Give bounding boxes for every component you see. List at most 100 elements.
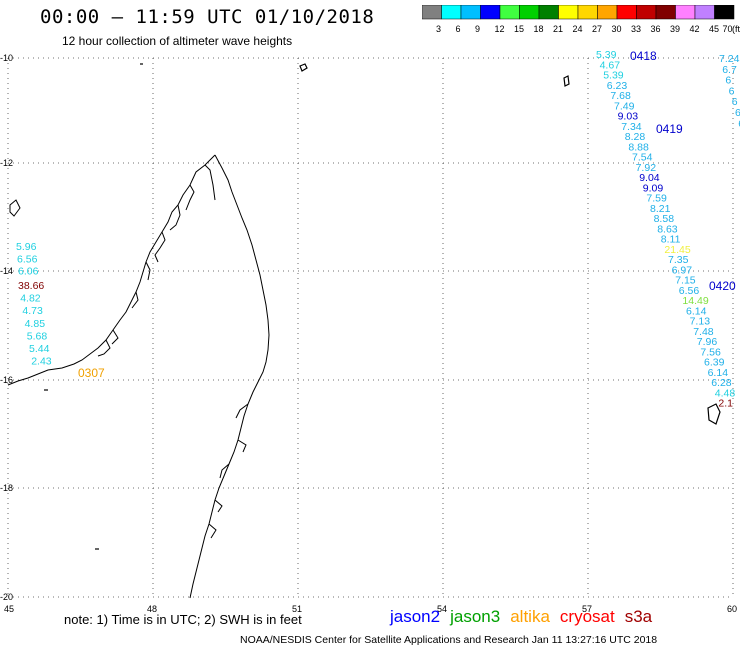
colorbar-unit: (ft) (732, 24, 740, 34)
lat-lon-grid: 45 48 51 54 57 60 -10 -12 -14 -16 -18 -20 (0, 53, 737, 614)
colorbar-swatch (499, 5, 520, 20)
lat-label: -14 (0, 266, 13, 276)
swh-value: 5.39 (596, 49, 617, 61)
swh-value: 8.88 (628, 141, 649, 153)
colorbar-swatch (441, 5, 462, 20)
lat-label: -10 (0, 53, 13, 63)
swh-value: 7.56 (700, 346, 721, 358)
colorbar-tick-label: 45 (709, 24, 719, 34)
colorbar-swatch (655, 5, 676, 20)
swh-value: 9.04 (639, 172, 660, 184)
swh-value: 9.03 (618, 111, 639, 123)
swh-value: 6 (729, 85, 735, 97)
swh-value: 4.48 (715, 387, 736, 399)
colorbar-tick-label: 70 (723, 24, 733, 34)
madagascar-coastline (7, 63, 721, 599)
swh-value: 6.97 (672, 264, 693, 276)
swh-value: 6.56 (17, 253, 38, 265)
legend-jason2: jason2 (390, 607, 441, 626)
madagascar-east-coast (189, 154, 270, 599)
pass-time-label: 0420 (709, 279, 736, 293)
swh-value: 7.54 (632, 152, 653, 164)
swh-value: 6. (738, 118, 740, 130)
lon-label: 54 (437, 604, 447, 614)
swh-value: 4.73 (22, 305, 43, 317)
island-east-1 (563, 75, 570, 87)
colorbar-tick-label: 12 (495, 24, 505, 34)
colorbar-swatch (675, 5, 696, 20)
colorbar-tick-label: 6 (456, 24, 461, 34)
swh-value: 5.96 (16, 241, 37, 253)
legend-s3a: s3a (624, 607, 653, 626)
lon-label: 45 (4, 604, 14, 614)
swh-value: 9.09 (643, 182, 664, 194)
swh-value: 7.96 (697, 336, 718, 348)
lat-label: -12 (0, 158, 13, 168)
swh-value: 5.68 (27, 330, 48, 342)
madagascar-west-coast (7, 154, 216, 386)
colorbar-swatch (577, 5, 598, 20)
swh-value: 14.49 (682, 295, 708, 307)
colorbar-swatch (558, 5, 579, 20)
madagascar-south-detail (208, 403, 249, 539)
swh-value: 6.7 (735, 107, 740, 119)
swh-value: 6.56 (679, 285, 700, 297)
colorbar-swatch (636, 5, 657, 20)
madagascar-nw-detail (97, 164, 216, 357)
lon-label: 51 (292, 604, 302, 614)
swh-value: 8.11 (661, 234, 681, 246)
island-west (9, 199, 21, 217)
colorbar-swatch (714, 5, 735, 20)
colorbar-tick-label: 15 (514, 24, 524, 34)
swh-value: 38.66 (18, 280, 44, 292)
legend-jason3: jason3 (450, 607, 501, 626)
swh-value: 8.21 (650, 203, 671, 215)
swh-value: 7.13 (690, 316, 711, 328)
swh-value: 6.28 (711, 377, 732, 389)
swh-value: 2.1 (718, 398, 733, 410)
pass-time-label: 0307 (78, 366, 105, 380)
swh-value: 5.44 (29, 343, 50, 355)
swh-value: 6.14 (708, 367, 729, 379)
island-north (299, 63, 308, 72)
lat-label: -16 (0, 375, 13, 385)
swh-value: 8.28 (625, 131, 646, 143)
swh-value: 21.45 (664, 244, 690, 256)
lon-label: 60 (727, 604, 737, 614)
swh-value: 7.48 (693, 326, 714, 338)
credit-line: NOAA/NESDIS Center for Satellite Applica… (240, 634, 658, 646)
lon-label: 57 (582, 604, 592, 614)
colorbar-tick-label: 21 (553, 24, 563, 34)
colorbar-swatch (538, 5, 559, 20)
legend-cryosat: cryosat (559, 607, 615, 626)
swh-value: 7.24 (719, 53, 740, 65)
legend-altika: altika (510, 607, 550, 626)
reunion-mauritius (707, 403, 721, 425)
swh-value: 8.58 (654, 213, 675, 225)
colorbar-swatch (616, 5, 637, 20)
colorbar-tick-label: 36 (651, 24, 661, 34)
colorbar-tick-label: 9 (475, 24, 480, 34)
colorbar-tick-label: 33 (631, 24, 641, 34)
map-subtitle: 12 hour collection of altimeter wave hei… (62, 34, 293, 48)
swh-value: 6.39 (704, 357, 725, 369)
swh-value: 6.14 (686, 305, 707, 317)
swh-value: 5.39 (603, 70, 624, 82)
colorbar-tick-label: 27 (592, 24, 602, 34)
swh-value: 7.35 (668, 254, 689, 266)
colorbar-swatch (519, 5, 540, 20)
footer-note: note: 1) Time is in UTC; 2) SWH is in fe… (64, 612, 302, 627)
swh-value: 6.06 (18, 266, 39, 278)
colorbar-swatch (597, 5, 618, 20)
pass-time-label: 0418 (630, 49, 657, 63)
swh-value: 6 (725, 75, 731, 87)
altimeter-tracks: 5.966.566.0638.664.824.734.855.685.442.4… (16, 49, 740, 410)
swh-value: 6.7 (722, 64, 737, 76)
colorbar-tick-label: 30 (612, 24, 622, 34)
swh-value: 4.85 (25, 318, 46, 330)
pass-time-label: 0419 (656, 122, 683, 136)
swh-value: 7.34 (621, 121, 642, 133)
swh-value: 8.63 (657, 223, 678, 235)
swh-value: 7.92 (636, 162, 657, 174)
